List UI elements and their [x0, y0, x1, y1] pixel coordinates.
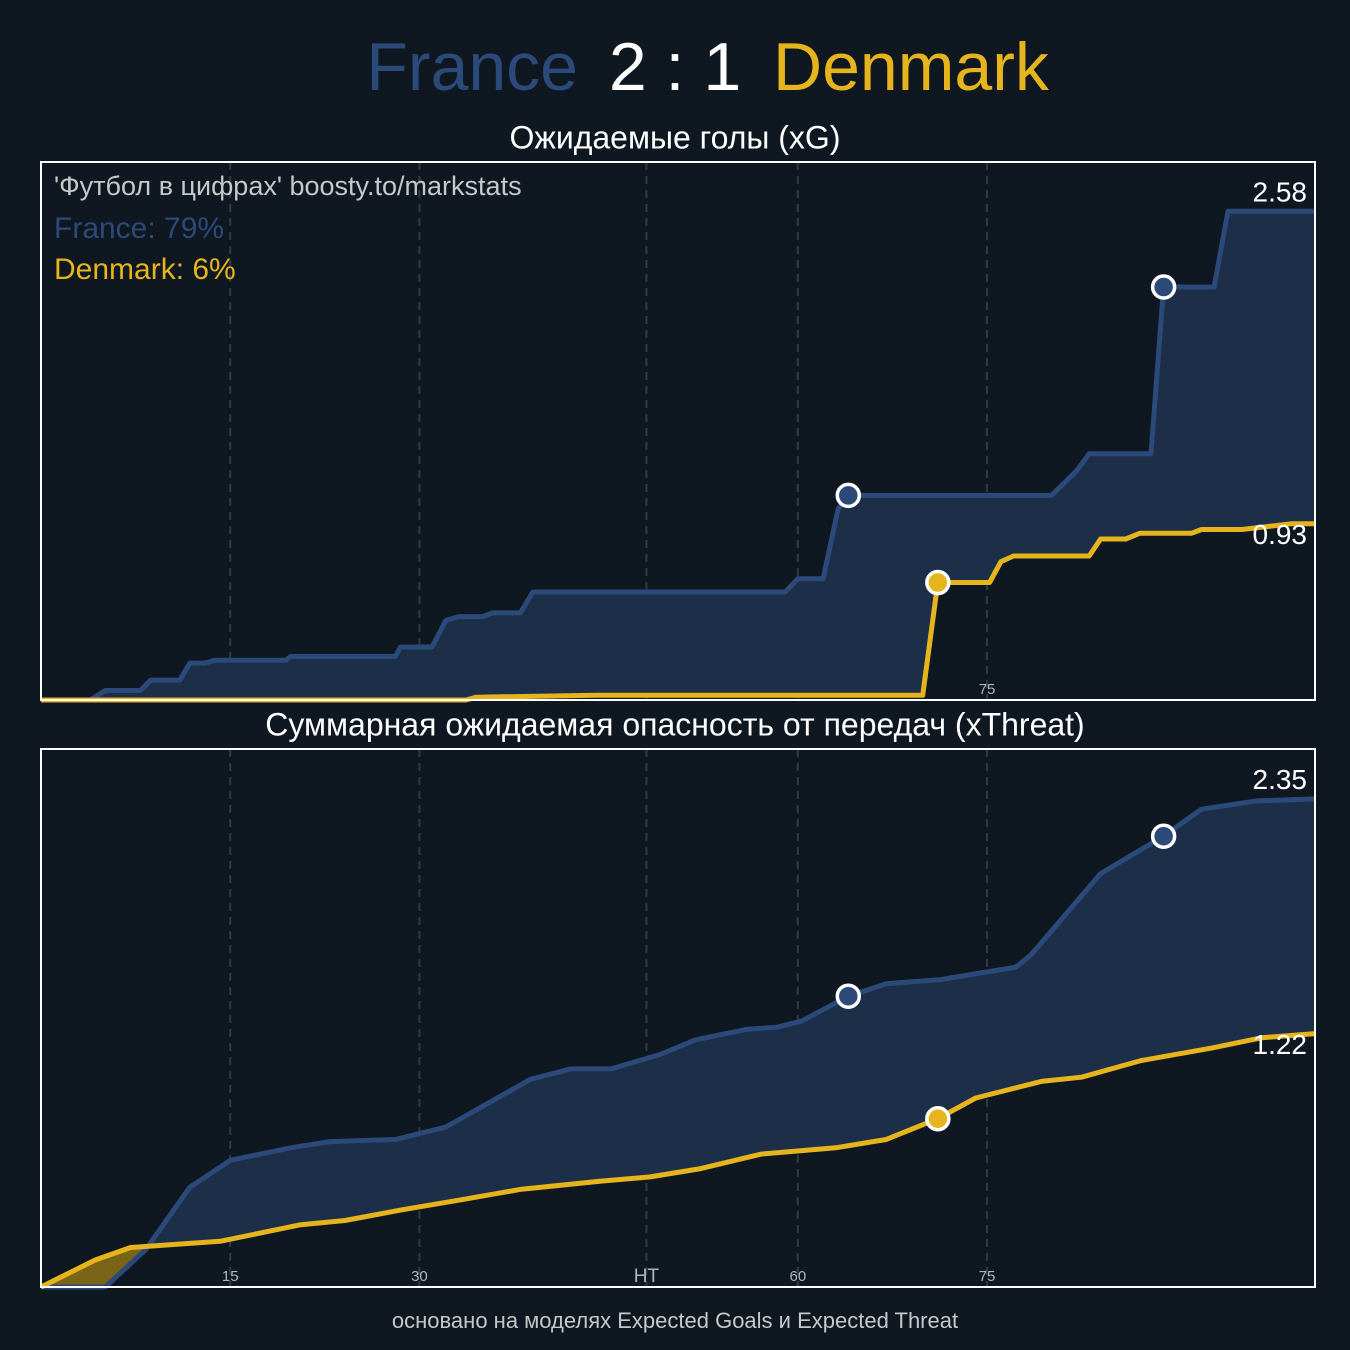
x-tick-label: 60 [789, 1268, 806, 1285]
probability-label: Denmark: 6% [54, 253, 236, 286]
end-value-label: 2.35 [1253, 764, 1308, 795]
chart-title: Ожидаемые голы (xG) [510, 119, 841, 155]
line [41, 796, 1316, 1290]
goal-marker [835, 983, 862, 1009]
area-fill [41, 798, 1315, 1287]
end-value-label: 0.93 [1253, 519, 1308, 550]
plot-frame [40, 161, 1316, 701]
line [41, 208, 1315, 703]
x-tick-label: 30 [411, 1268, 428, 1285]
goal-marker [925, 569, 951, 596]
goal-marker [1150, 823, 1177, 849]
probability-label: France: 79% [54, 212, 224, 245]
goal-marker [835, 482, 862, 509]
x-tick-label: 75 [979, 1268, 996, 1285]
source-label: 'Футбол в цифрах' boosty.to/markstats [54, 171, 522, 201]
goal-marker [1150, 274, 1177, 300]
x-tick-label: HT [634, 1266, 660, 1287]
end-value-label: 1.22 [1253, 1029, 1308, 1060]
chart-title: Суммарная ожидаемая опасность от передач… [265, 706, 1084, 742]
away-team: Denmark [773, 29, 1050, 105]
goal-marker [925, 1105, 951, 1132]
line [41, 521, 1315, 703]
home-team: France [366, 29, 578, 105]
x-tick-label: 75 [979, 681, 996, 698]
x-tick-label: 15 [222, 1268, 239, 1285]
score: 2 : 1 [609, 29, 741, 105]
plot-frame [40, 748, 1316, 1288]
footer: основано на моделях Expected Goals и Exp… [392, 1308, 958, 1333]
end-value-label: 2.58 [1253, 177, 1308, 208]
line [39, 1031, 1316, 1290]
